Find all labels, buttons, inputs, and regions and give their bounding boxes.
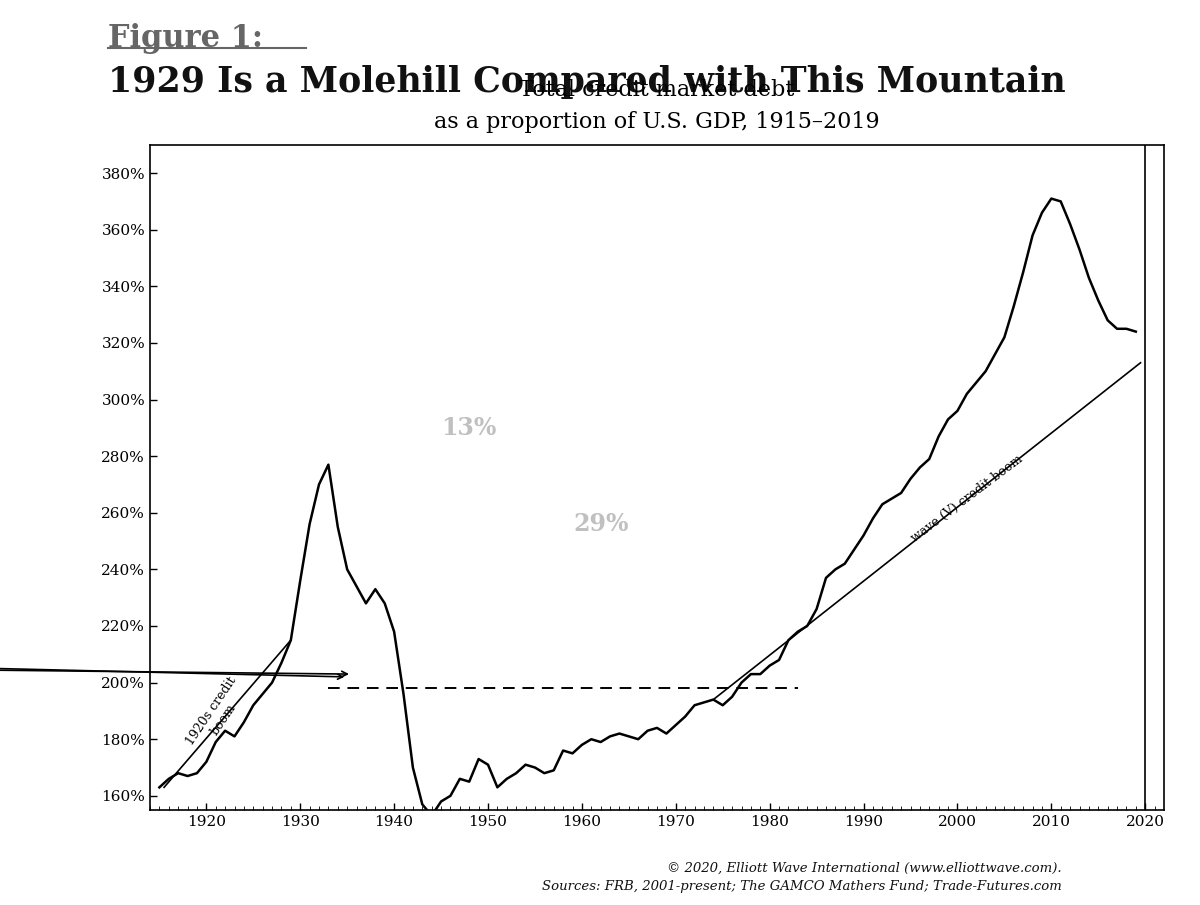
Text: wave (V) credit boom: wave (V) credit boom xyxy=(908,452,1025,545)
Title: Total credit market debt
as a proportion of U.S. GDP, 1915–2019: Total credit market debt as a proportion… xyxy=(434,79,880,133)
Text: Figure 1:: Figure 1: xyxy=(108,23,263,53)
Text: 29%: 29% xyxy=(572,512,629,536)
Text: 13%: 13% xyxy=(442,416,497,440)
Text: © 2020, Elliott Wave International (www.elliottwave.com).: © 2020, Elliott Wave International (www.… xyxy=(667,862,1062,874)
Text: 1920s credit
boom: 1920s credit boom xyxy=(184,674,252,757)
Text: Sources: FRB, 2001-present; The GAMCO Mathers Fund; Trade-Futures.com: Sources: FRB, 2001-present; The GAMCO Ma… xyxy=(542,880,1062,892)
Text: 1929 Is a Molehill Compared with This Mountain: 1929 Is a Molehill Compared with This Mo… xyxy=(108,65,1066,100)
Text: debt deflation: debt deflation xyxy=(0,496,342,680)
